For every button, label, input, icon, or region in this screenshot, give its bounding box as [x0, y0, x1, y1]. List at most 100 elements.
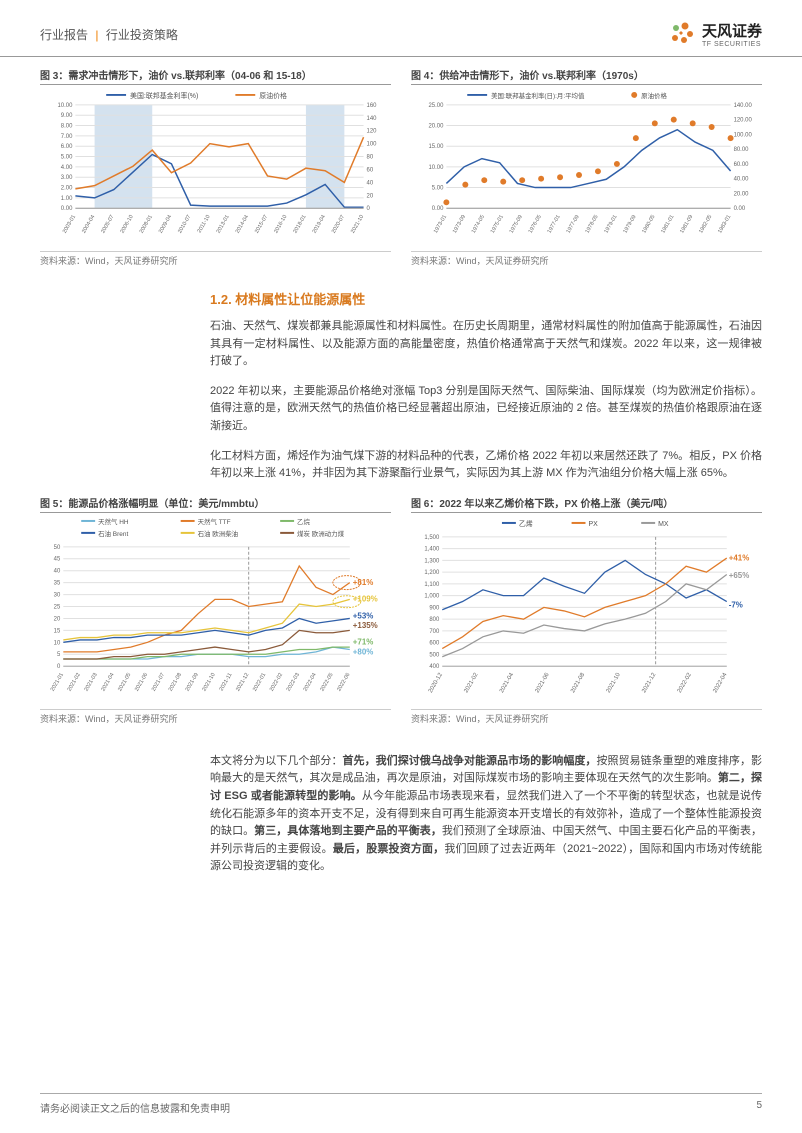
closing-intro: 本文将分为以下几个部分：	[210, 755, 343, 767]
svg-text:2.00: 2.00	[61, 186, 73, 192]
chart-6-source: 资料来源：Wind，天风证券研究所	[411, 709, 762, 725]
svg-text:6.00: 6.00	[61, 144, 73, 150]
svg-text:2008-01: 2008-01	[139, 214, 154, 234]
svg-text:0.00: 0.00	[432, 206, 444, 212]
closing-b1: 首先，我们探讨俄乌战争对能源品市场的影响幅度，	[343, 755, 597, 767]
svg-text:1978-05: 1978-05	[584, 214, 599, 234]
svg-text:20.00: 20.00	[734, 191, 750, 197]
svg-text:40: 40	[367, 180, 374, 186]
svg-text:+135%: +135%	[353, 621, 378, 630]
footer-page-number: 5	[756, 1100, 762, 1115]
svg-text:60.00: 60.00	[734, 162, 750, 168]
svg-text:100.00: 100.00	[734, 132, 753, 138]
svg-text:2021-01: 2021-01	[50, 672, 65, 692]
svg-text:1,500: 1,500	[424, 535, 440, 541]
chart-6-block: 图 6：2022 年以来乙烯价格下跌，PX 价格上涨（美元/吨） 乙烯PXMX4…	[411, 495, 762, 725]
closing-para: 本文将分为以下几个部分：首先，我们探讨俄乌战争对能源品市场的影响幅度，按照贸易链…	[210, 753, 762, 876]
chart-5-svg: 天然气 HH天然气 TTF乙烷石油 Brent石油 欧洲柴油煤炭 欧洲动力煤05…	[40, 512, 391, 702]
svg-text:+109%: +109%	[353, 594, 378, 603]
svg-text:2016-10: 2016-10	[273, 214, 288, 234]
svg-text:1,100: 1,100	[424, 582, 440, 588]
svg-text:2022-04: 2022-04	[303, 672, 318, 692]
svg-text:7.00: 7.00	[61, 134, 73, 140]
svg-text:MX: MX	[658, 521, 669, 528]
closing-b4: 最后，股票投资方面，	[333, 843, 445, 855]
chart-3-source: 资料来源：Wind，天风证券研究所	[40, 251, 391, 267]
svg-text:800: 800	[429, 617, 440, 623]
svg-text:20.00: 20.00	[428, 124, 444, 130]
svg-text:2011-10: 2011-10	[197, 214, 212, 234]
svg-text:2021-10: 2021-10	[201, 672, 216, 692]
svg-text:2021-02: 2021-02	[67, 672, 82, 692]
closing-b3: 第三，具体落地到主要产品的平衡表，	[254, 825, 442, 837]
svg-text:1,300: 1,300	[424, 558, 440, 564]
svg-text:1979-01: 1979-01	[603, 214, 618, 234]
svg-text:2021-07: 2021-07	[151, 672, 166, 692]
svg-text:20: 20	[367, 193, 374, 199]
svg-text:1983-01: 1983-01	[717, 214, 732, 234]
svg-text:140.00: 140.00	[734, 103, 753, 109]
svg-text:35: 35	[54, 580, 61, 586]
svg-text:2006-10: 2006-10	[120, 214, 135, 234]
svg-text:5.00: 5.00	[61, 155, 73, 161]
svg-text:8.00: 8.00	[61, 124, 73, 130]
svg-text:2021-06: 2021-06	[134, 672, 149, 692]
svg-text:2018-01: 2018-01	[292, 214, 307, 234]
svg-text:1,200: 1,200	[424, 570, 440, 576]
svg-text:1,000: 1,000	[424, 593, 440, 599]
svg-text:45: 45	[54, 556, 61, 562]
footer-disclaimer: 请务必阅读正文之后的信息披露和免责申明	[40, 1100, 230, 1115]
svg-text:2021-10: 2021-10	[350, 214, 365, 234]
svg-text:2021-03: 2021-03	[84, 672, 99, 692]
svg-text:20: 20	[54, 616, 61, 622]
svg-text:1976-05: 1976-05	[528, 214, 543, 234]
svg-text:2021-06: 2021-06	[535, 671, 551, 694]
svg-text:15: 15	[54, 628, 61, 634]
svg-text:2004-04: 2004-04	[81, 214, 96, 234]
chart-4-svg: 美国:联邦基金利率(日):月:平均值原油价格0.005.0010.0015.00…	[411, 84, 762, 244]
svg-text:80: 80	[367, 155, 374, 161]
chart-4-source: 资料来源：Wind，天风证券研究所	[411, 251, 762, 267]
svg-text:1.00: 1.00	[61, 196, 73, 202]
svg-text:1981-09: 1981-09	[679, 214, 694, 234]
svg-text:原油价格: 原油价格	[641, 91, 667, 100]
svg-text:2021-02: 2021-02	[463, 671, 479, 694]
svg-text:2021-04: 2021-04	[499, 671, 515, 694]
page-header: 行业报告 | 行业投资策略 天风证券 TF SECURITIES	[0, 0, 802, 57]
svg-text:+53%: +53%	[353, 611, 374, 620]
chart-4-title: 图 4：供给冲击情形下，油价 vs.联邦利率（1970s）	[411, 67, 762, 82]
svg-text:1982-05: 1982-05	[698, 214, 713, 234]
svg-text:2021-09: 2021-09	[185, 672, 200, 692]
svg-text:0: 0	[57, 664, 61, 670]
svg-text:40: 40	[54, 568, 61, 574]
svg-text:+41%: +41%	[729, 553, 750, 562]
svg-text:2021-12: 2021-12	[641, 671, 657, 694]
svg-text:900: 900	[429, 605, 440, 611]
company-logo: 天风证券 TF SECURITIES	[668, 20, 762, 48]
svg-text:2010-07: 2010-07	[177, 214, 192, 234]
svg-text:2022-06: 2022-06	[336, 672, 351, 692]
svg-text:5: 5	[57, 652, 61, 658]
svg-text:80.00: 80.00	[734, 147, 750, 153]
header-left-2: 行业投资策略	[106, 28, 178, 42]
svg-text:2021-11: 2021-11	[219, 672, 234, 692]
svg-text:2020-12: 2020-12	[428, 671, 444, 694]
svg-text:1981-01: 1981-01	[660, 214, 675, 234]
svg-text:1980-05: 1980-05	[641, 214, 656, 234]
header-left-1: 行业报告	[40, 28, 88, 42]
svg-text:120: 120	[367, 129, 378, 135]
svg-text:2022-02: 2022-02	[269, 672, 284, 692]
chart-3-svg: 美国:联邦基金利率(%)原油价格0.001.002.003.004.005.00…	[40, 84, 391, 244]
logo-text-en: TF SECURITIES	[702, 41, 762, 48]
svg-text:2005-07: 2005-07	[100, 214, 115, 234]
svg-text:10: 10	[54, 640, 61, 646]
svg-text:2022-03: 2022-03	[286, 672, 301, 692]
svg-text:+65%: +65%	[729, 571, 750, 580]
svg-text:+71%: +71%	[353, 637, 374, 646]
svg-text:石油 Brent: 石油 Brent	[98, 529, 128, 538]
svg-text:2022-02: 2022-02	[677, 671, 693, 694]
svg-text:2021-08: 2021-08	[570, 671, 586, 694]
section-1-2-para3: 化工材料方面，烯烃作为油气煤下游的材料品种的代表，乙烯价格 2022 年初以来居…	[210, 448, 762, 483]
svg-text:煤炭 欧洲动力煤: 煤炭 欧洲动力煤	[297, 529, 345, 538]
page-footer: 请务必阅读正文之后的信息披露和免责申明 5	[40, 1093, 762, 1115]
